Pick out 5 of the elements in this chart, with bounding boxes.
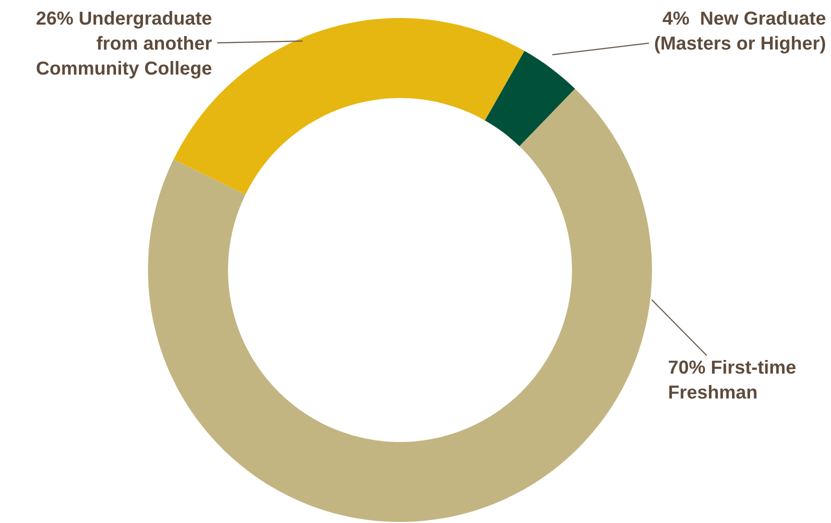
slice-label: 70% First-time Freshman xyxy=(668,360,796,399)
donut-slice xyxy=(148,88,652,522)
slice-label: 26% Undergraduate from another Community College xyxy=(36,11,212,79)
donut-slice xyxy=(484,50,576,146)
slice-label: 4% New Graduate (Masters or Higher) xyxy=(655,11,826,54)
